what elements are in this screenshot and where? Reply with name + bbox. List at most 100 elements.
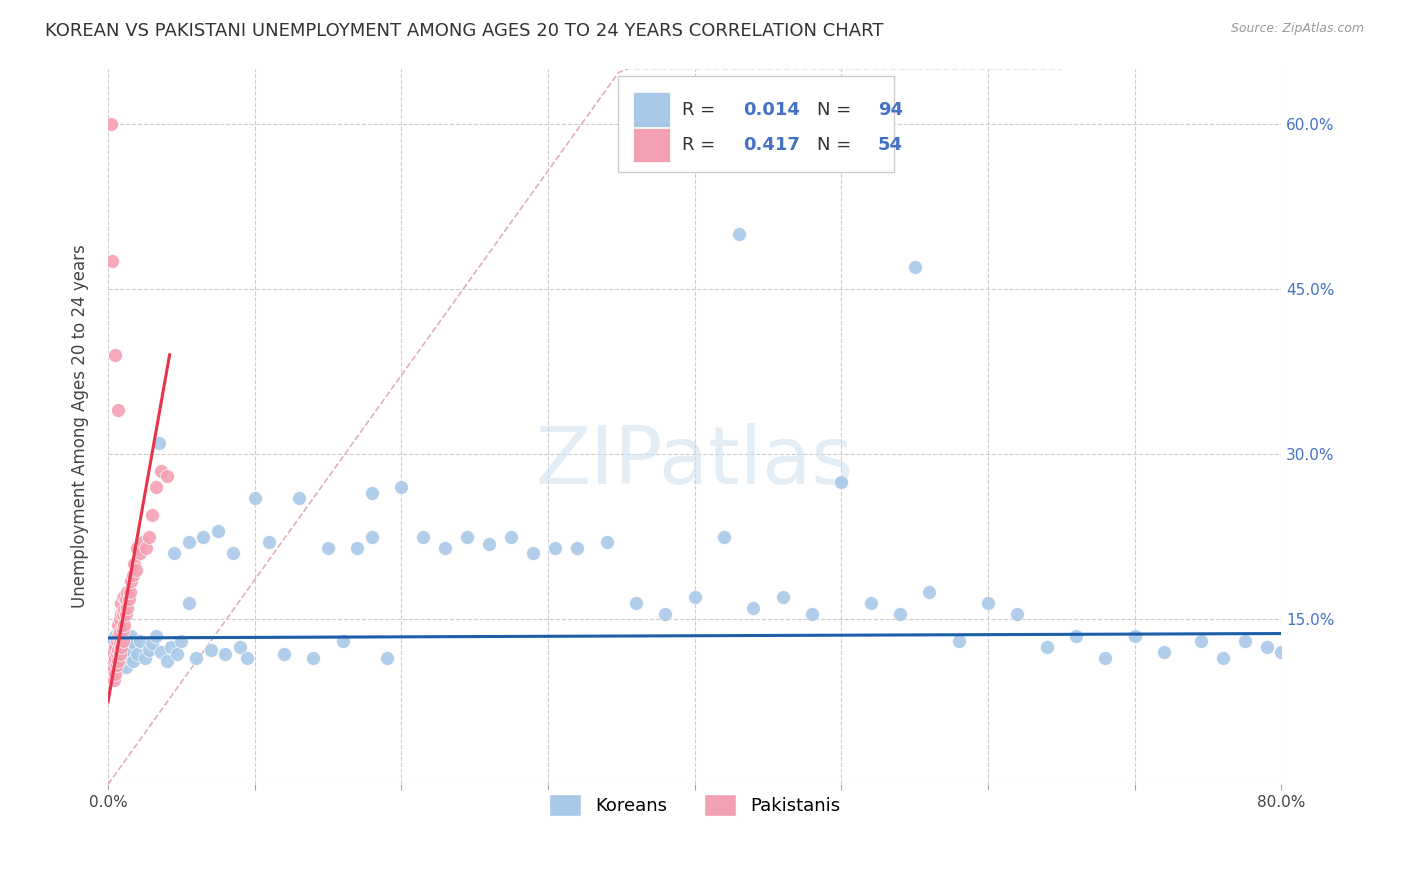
Point [221,546,243,560]
Point [434,541,457,555]
Point [101,658,124,673]
Point [346,541,368,555]
Point [156,654,179,668]
Point [108,612,131,626]
Point [100,650,122,665]
Point [214,648,236,662]
Point [100,662,122,676]
Point [114,592,136,607]
Point [567,541,589,555]
Text: KOREAN VS PAKISTANI UNEMPLOYMENT AMONG AGES 20 TO 24 YEARS CORRELATION CHART: KOREAN VS PAKISTANI UNEMPLOYMENT AMONG A… [45,22,883,40]
Point [148,436,170,450]
Point [107,632,129,646]
Bar [633,93,671,127]
Point [361,530,384,544]
Point [125,563,148,577]
Point [889,607,911,621]
Point [127,541,149,555]
Point [200,643,222,657]
Point [713,530,735,544]
Point [412,530,434,544]
Point [110,636,132,650]
Point [727,227,749,241]
Point [111,643,134,657]
Point [122,654,145,668]
Point [177,596,200,610]
Point [100,117,122,131]
Text: R =: R = [682,101,721,119]
Point [184,650,207,665]
Point [1256,640,1278,654]
Point [375,650,398,665]
Point [501,530,523,544]
Point [683,590,706,604]
Point [170,634,193,648]
Point [1233,634,1256,648]
Point [145,480,167,494]
Point [160,640,183,654]
Point [389,480,412,494]
Point [456,530,478,544]
Point [156,469,179,483]
Point [129,546,152,560]
Point [1270,645,1292,659]
Point [111,624,134,638]
Point [138,530,160,544]
Point [104,640,127,654]
Point [114,607,136,621]
Point [904,260,927,274]
Point [141,636,163,650]
Text: 0.014: 0.014 [742,101,800,119]
Point [105,640,128,654]
Point [107,648,129,662]
Point [522,546,544,560]
Point [111,590,134,604]
Point [117,592,139,607]
Point [129,634,152,648]
FancyBboxPatch shape [619,76,894,172]
Point [229,640,252,654]
Point [138,643,160,657]
Point [118,643,141,657]
Point [1007,607,1029,621]
Point [1153,645,1175,659]
Point [101,645,124,659]
Text: R =: R = [682,136,721,154]
Point [103,654,125,668]
Point [141,508,163,522]
Point [110,640,132,654]
Point [114,659,136,673]
Point [859,596,882,610]
Point [105,657,128,671]
Point [918,584,941,599]
Point [332,634,354,648]
Point [122,568,145,582]
Point [104,650,127,665]
Point [830,475,852,489]
Point [149,645,172,659]
Point [361,485,384,500]
Point [134,650,156,665]
Point [772,590,794,604]
Point [112,634,135,648]
Point [100,640,122,654]
Point [193,530,215,544]
Point [104,667,127,681]
Point [302,650,325,665]
Point [132,535,155,549]
Point [115,601,138,615]
Point [110,607,132,621]
Point [166,648,188,662]
Point [101,254,124,268]
Point [115,640,138,654]
Point [801,607,824,621]
Point [110,596,132,610]
Point [1212,650,1234,665]
Point [135,541,157,555]
Point [107,403,129,417]
Point [654,607,676,621]
Point [259,535,281,549]
Point [105,648,128,662]
Point [120,629,142,643]
Point [104,348,127,362]
